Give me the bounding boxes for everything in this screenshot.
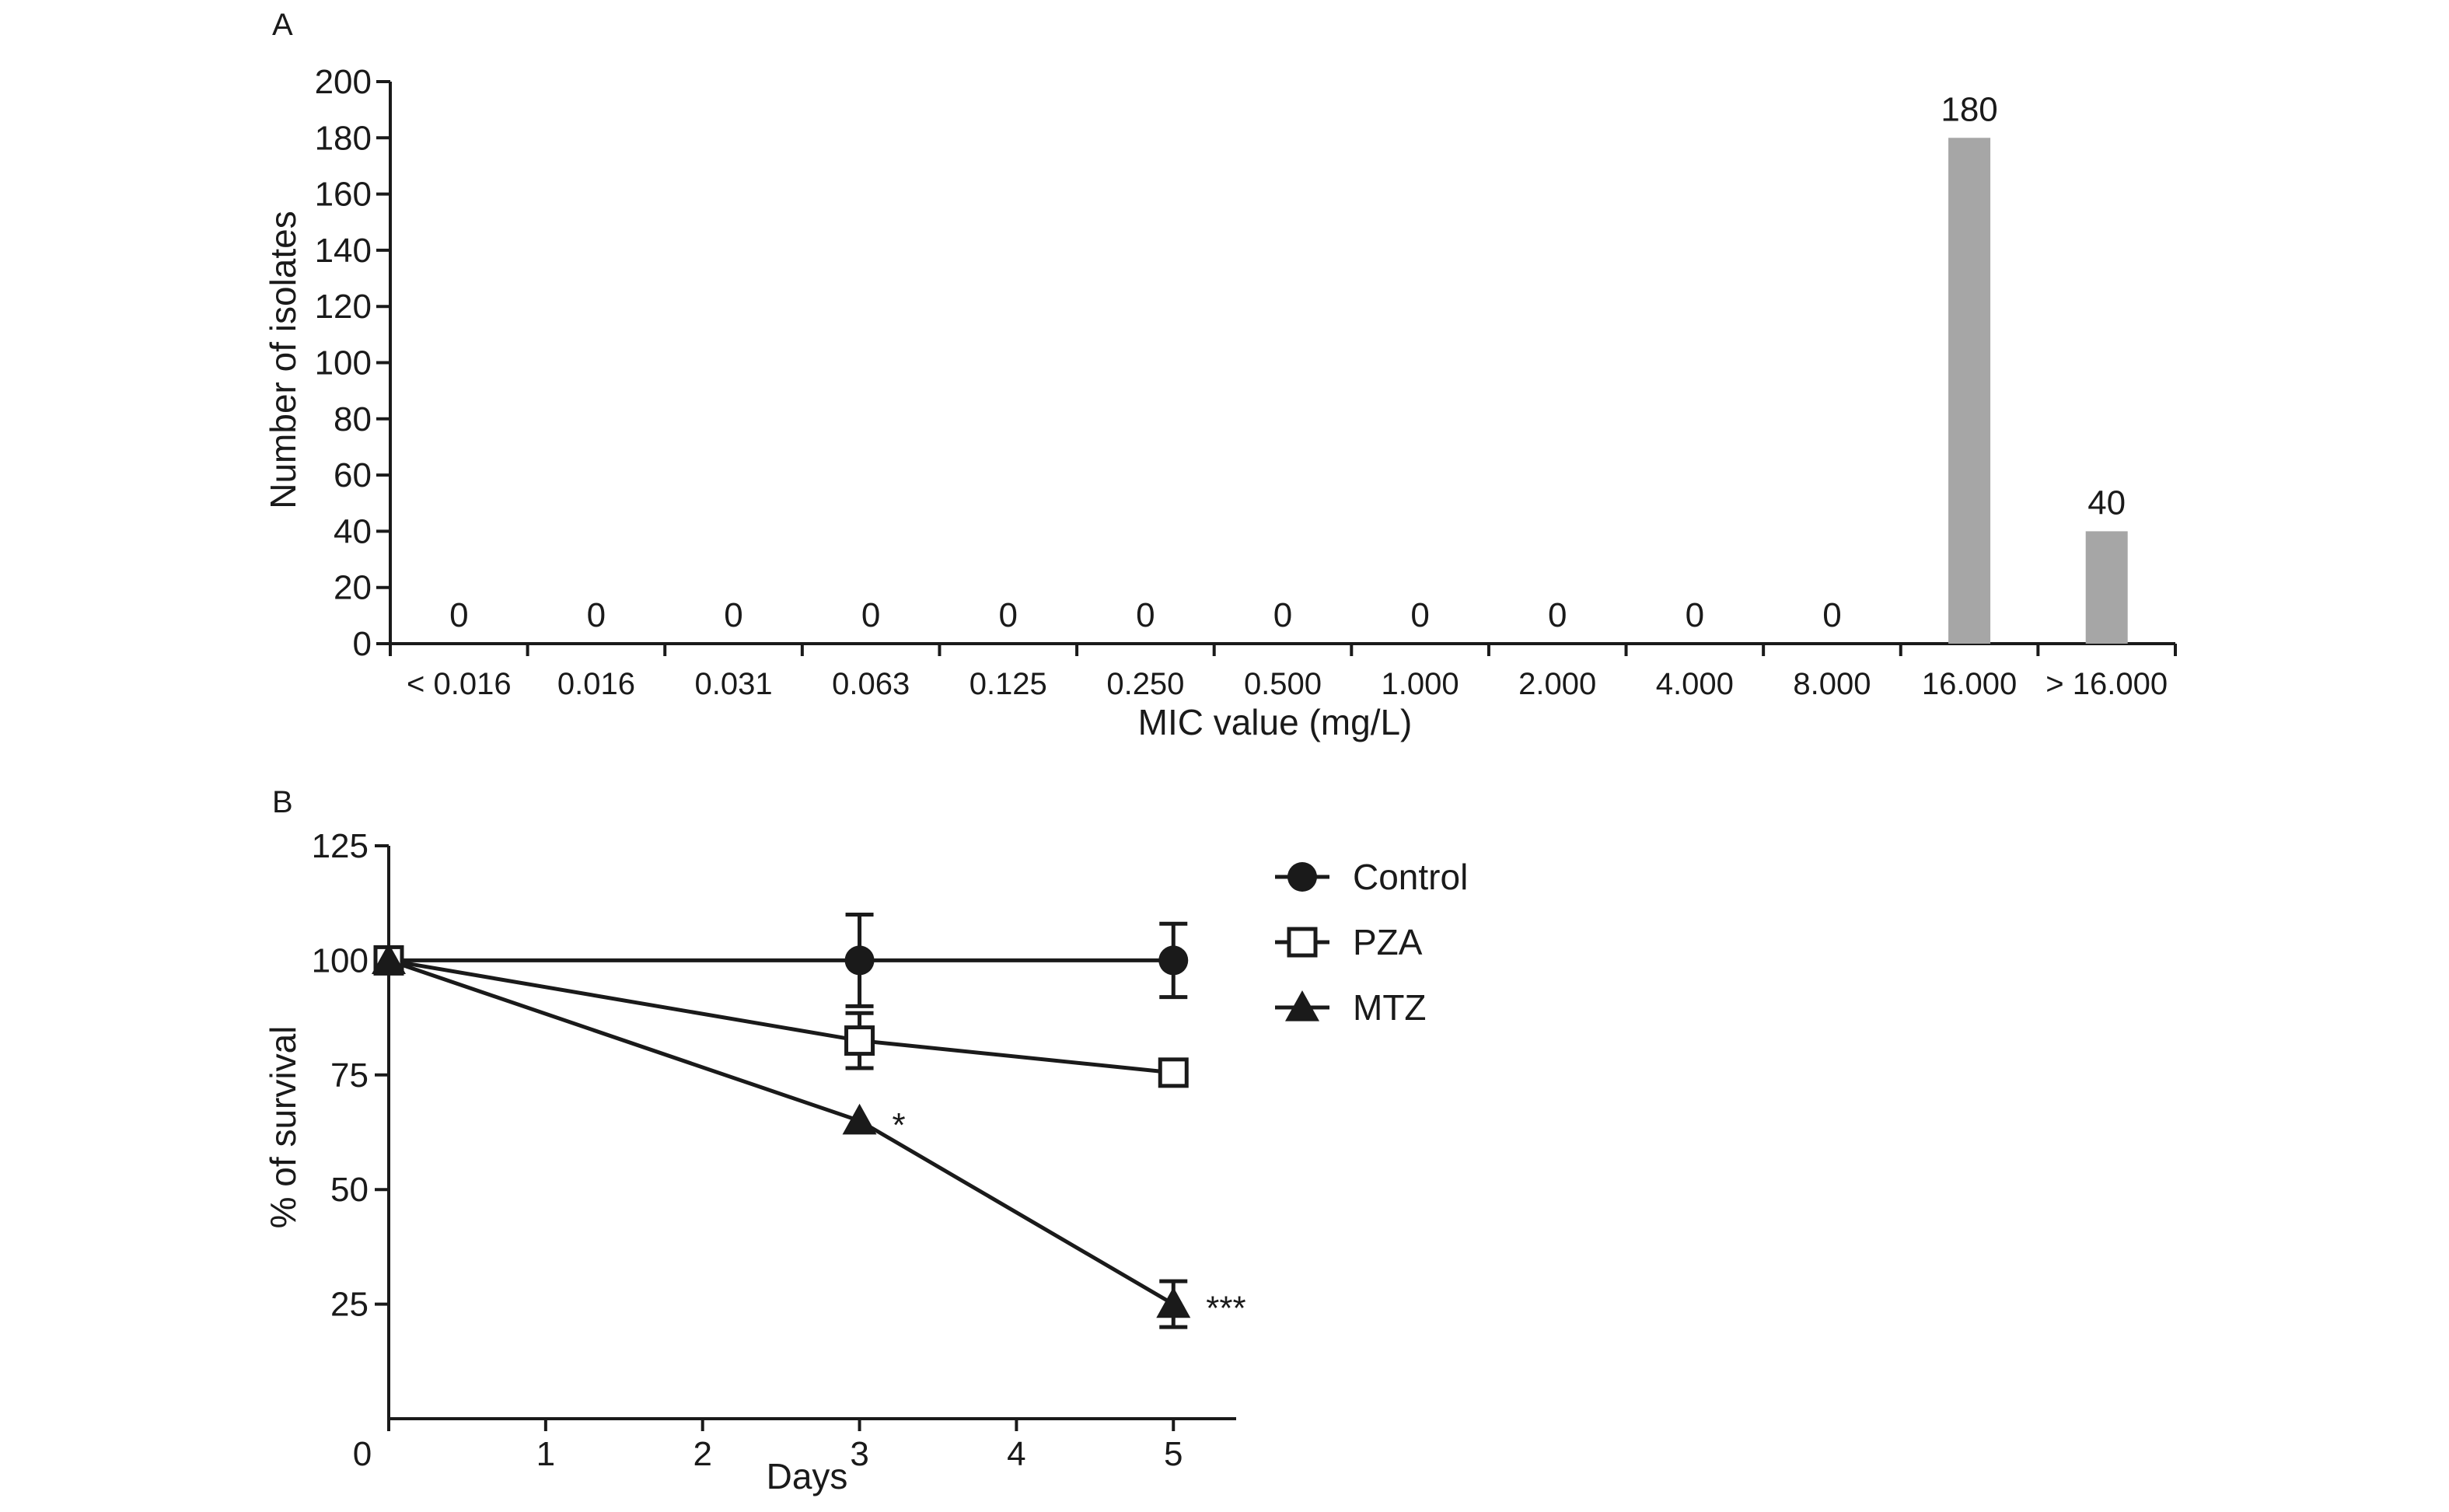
panel-a-bar-value-label: 0 (1686, 596, 1704, 634)
panel-b-legend-label: Control (1353, 857, 1468, 897)
panel-a-y-tick-label: 0 (353, 625, 372, 663)
panel-b-legend-marker (1287, 862, 1317, 892)
panel-b-legend: Control PZA MTZ (1275, 857, 1468, 1028)
panel-a-x-tick-label: 16.000 (1922, 667, 2017, 701)
panel-a-y-tick-label: 200 (315, 63, 372, 101)
panel-b-significance-label: *** (1206, 1290, 1245, 1328)
panel-a-y-tick-label: 40 (334, 512, 372, 550)
panel-a-bar-value-label: 0 (1822, 596, 1841, 634)
panel-a-bar-value-label: 180 (1941, 90, 1997, 128)
panel-b-data-point (844, 1025, 875, 1056)
panel-b-x-tick-label: 2 (693, 1435, 711, 1473)
panel-b-data-point (842, 1103, 877, 1135)
panel-a-x-tick-label: 0.250 (1106, 667, 1184, 701)
panel-a-y-tick-label: 140 (315, 232, 372, 270)
panel-a-x-tick-label: 0.016 (557, 667, 635, 701)
panel-a-y-tick-label: 100 (315, 344, 372, 382)
panel-a-x-tick-label: 8.000 (1793, 667, 1871, 701)
panel-b-y-tick-label: 25 (330, 1286, 369, 1324)
panel-a-bars: 0 0 0 0 0 0 0 0 0 0 0 180 40 (449, 90, 2128, 644)
panel-b-data-point (1158, 1057, 1189, 1088)
panel-a-bar-value-label: 40 (2087, 484, 2126, 522)
panel-a-x-tick-label: 1.000 (1382, 667, 1459, 701)
panel-b-legend-marker (1287, 927, 1318, 958)
panel-b-axes: 25 50 75 100 125 0 1 2 3 4 5 (312, 827, 1236, 1473)
panel-b-x-axis-title: Days (767, 1456, 848, 1496)
panel-a-x-tick-label: < 0.016 (407, 667, 512, 701)
panel-b-data-point (1158, 945, 1189, 976)
panel-a-bar-chart: A Number of isolates MIC value (mg/L) 0 2… (263, 8, 2177, 742)
panel-b-x-tick-label: 1 (536, 1435, 555, 1473)
panel-b-series-line (388, 959, 1175, 1306)
panel-a-bar-value-label: 0 (1136, 596, 1155, 634)
panel-b-x-tick-label: 0 (353, 1435, 372, 1473)
panel-a-x-tick-label: 0.063 (832, 667, 910, 701)
panel-a-x-tick-label: 0.500 (1244, 667, 1322, 701)
panel-a-bar-value-label: 0 (999, 596, 1018, 634)
panel-a-bar-value-label: 0 (861, 596, 880, 634)
panel-a-bar (2085, 531, 2128, 644)
panel-a-x-tick-label: 4.000 (1656, 667, 1734, 701)
panel-a-y-tick-label: 180 (315, 119, 372, 157)
panel-a-label: A (272, 8, 293, 42)
panel-b-y-tick-label: 100 (312, 941, 369, 979)
panel-a-y-tick-label: 60 (334, 456, 372, 494)
panel-a-bar-value-label: 0 (1410, 596, 1429, 634)
panel-a-x-tick-label: 0.031 (694, 667, 772, 701)
panel-b-legend-label: MTZ (1353, 987, 1427, 1028)
panel-b-legend-marker (1285, 990, 1319, 1021)
panel-a-x-axis-title: MIC value (mg/L) (1138, 702, 1413, 742)
panel-a-bar (1948, 138, 1991, 644)
panel-a-bar-value-label: 0 (1548, 596, 1567, 634)
panel-b-series: **** (372, 912, 1246, 1329)
panel-a-y-tick-label: 20 (334, 569, 372, 607)
panel-b-data-point (372, 943, 406, 974)
panel-b-y-tick-label: 50 (330, 1171, 369, 1209)
panel-a-y-tick-label: 80 (334, 400, 372, 438)
panel-b-x-tick-label: 3 (850, 1435, 868, 1473)
panel-a-x-tick-label: 0.125 (969, 667, 1047, 701)
panel-b-legend-label: PZA (1353, 922, 1423, 962)
panel-b-label: B (272, 785, 293, 819)
panel-a-x-tick-label: > 16.000 (2045, 667, 2168, 701)
panel-a-bar-value-label: 0 (1273, 596, 1292, 634)
panel-b-y-tick-label: 125 (312, 827, 369, 865)
panel-b-y-axis-title: % of survival (263, 1026, 303, 1229)
panel-a-y-tick-label: 120 (315, 288, 372, 326)
panel-a-bar-value-label: 0 (449, 596, 468, 634)
panel-a-bar-value-label: 0 (724, 596, 742, 634)
panel-b-significance-label: * (893, 1106, 906, 1144)
panel-a-x-tick-label: 2.000 (1518, 667, 1596, 701)
panel-a-y-axis-title: Number of isolates (263, 211, 303, 509)
panel-a-bar-value-label: 0 (587, 596, 606, 634)
panel-b-data-point (844, 945, 875, 976)
panel-b-series-line (388, 958, 1174, 1075)
panel-b-y-tick-label: 75 (330, 1056, 369, 1095)
panel-b-data-point (1156, 1287, 1191, 1318)
panel-b-x-tick-label: 4 (1007, 1435, 1025, 1473)
panel-a-axes: 0 20 40 60 80 100 120 140 160 180 200 < 0.016 0.016 0… (315, 63, 2177, 701)
panel-a-y-tick-label: 160 (315, 176, 372, 214)
panel-b-x-tick-label: 5 (1164, 1435, 1183, 1473)
